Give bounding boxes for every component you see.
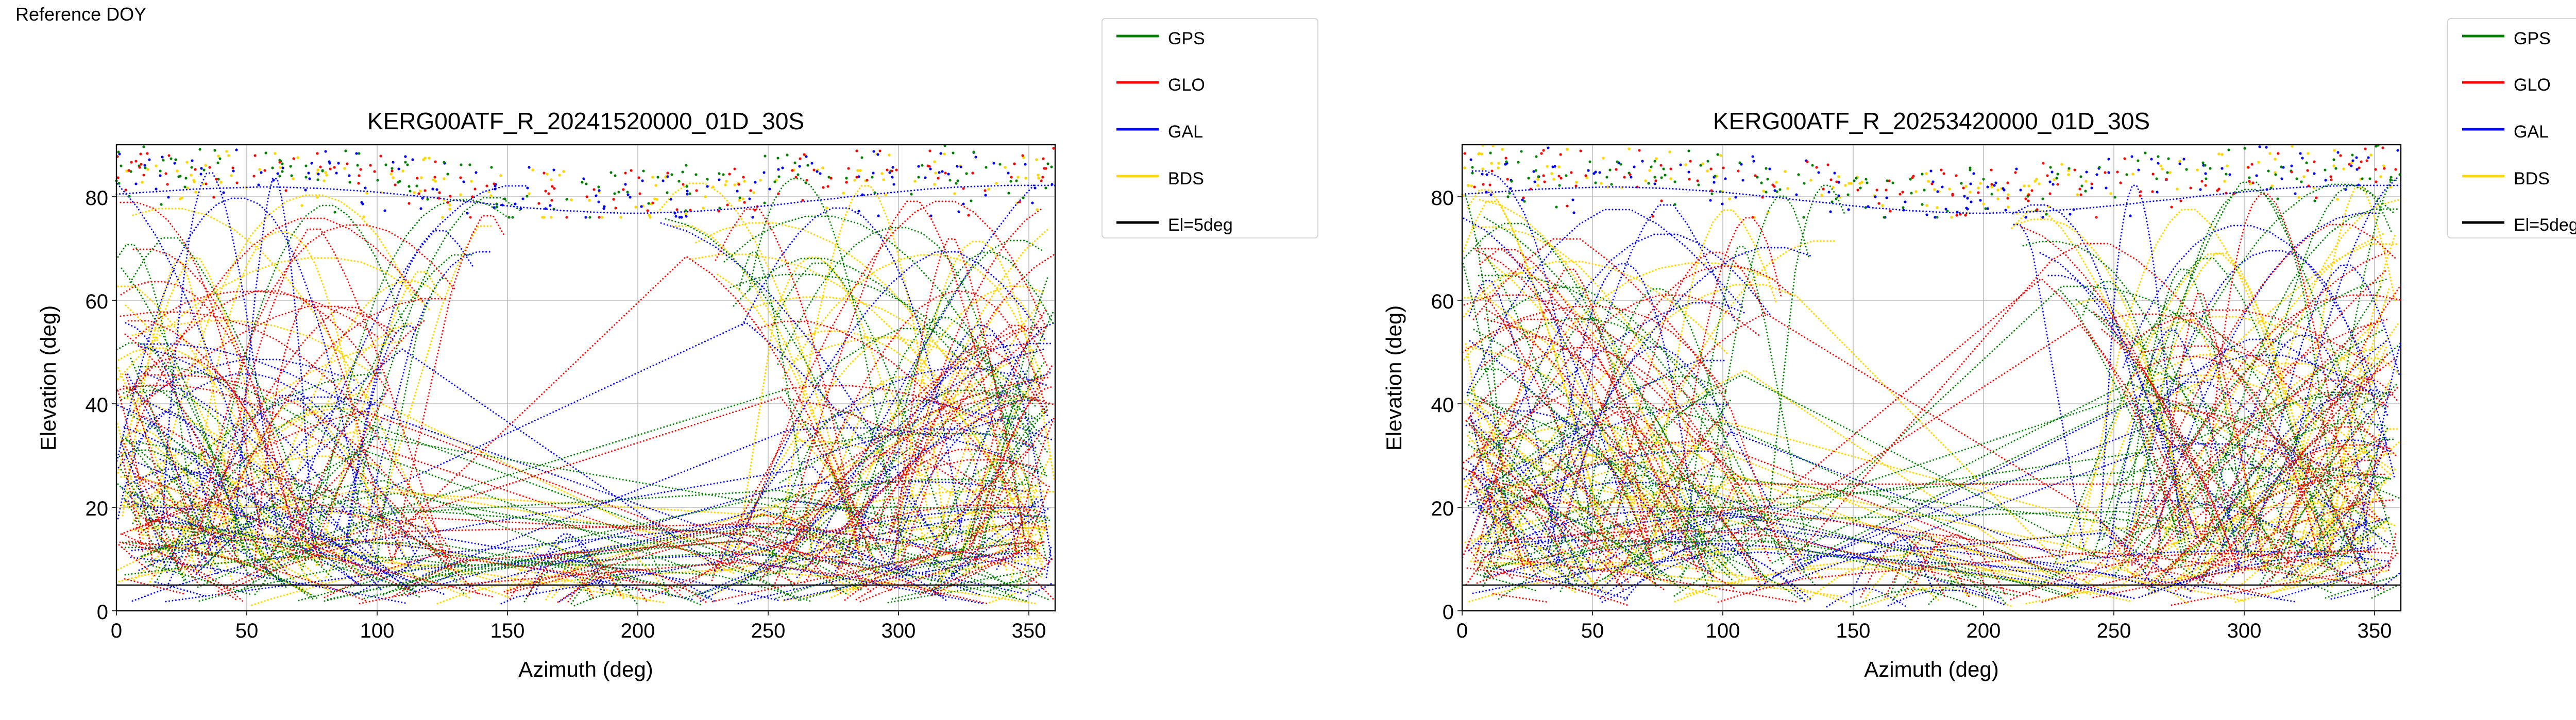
svg-text:20: 20 (86, 498, 109, 520)
svg-text:BDS: BDS (2514, 169, 2550, 188)
svg-text:0: 0 (1456, 620, 1468, 642)
svg-text:El=5deg: El=5deg (2514, 215, 2576, 235)
svg-text:200: 200 (1967, 620, 2001, 642)
svg-text:El=5deg: El=5deg (1168, 215, 1233, 235)
svg-text:300: 300 (2227, 620, 2262, 642)
svg-text:Azimuth (deg): Azimuth (deg) (1864, 657, 1998, 681)
svg-text:BDS: BDS (1168, 169, 1204, 188)
svg-text:0: 0 (111, 620, 122, 642)
svg-text:40: 40 (1431, 394, 1454, 417)
svg-text:KERG00ATF_R_20241520000_01D_30: KERG00ATF_R_20241520000_01D_30S (367, 108, 804, 134)
svg-text:20: 20 (1431, 498, 1454, 520)
svg-text:200: 200 (621, 620, 655, 642)
svg-text:50: 50 (1581, 620, 1604, 642)
svg-text:Elevation (deg): Elevation (deg) (36, 305, 60, 451)
svg-text:60: 60 (1431, 290, 1454, 313)
svg-text:100: 100 (1706, 620, 1740, 642)
svg-text:0: 0 (97, 601, 108, 624)
svg-text:150: 150 (490, 620, 525, 642)
svg-text:350: 350 (2358, 620, 2392, 642)
svg-text:100: 100 (360, 620, 395, 642)
svg-text:250: 250 (2097, 620, 2131, 642)
svg-text:GLO: GLO (2514, 75, 2551, 95)
svg-text:40: 40 (86, 394, 109, 417)
svg-text:GPS: GPS (1168, 29, 1205, 48)
svg-text:KERG00ATF_R_20253420000_01D_30: KERG00ATF_R_20253420000_01D_30S (1713, 108, 2150, 134)
svg-text:GPS: GPS (2514, 29, 2551, 48)
svg-text:250: 250 (751, 620, 786, 642)
svg-text:GAL: GAL (1168, 122, 1203, 142)
svg-text:0: 0 (1443, 601, 1454, 624)
svg-text:80: 80 (1431, 187, 1454, 210)
svg-text:60: 60 (86, 290, 109, 313)
svg-text:Reference DOY: Reference DOY (15, 4, 146, 25)
svg-text:GAL: GAL (2514, 122, 2549, 142)
svg-text:300: 300 (882, 620, 916, 642)
svg-text:50: 50 (235, 620, 259, 642)
svg-text:150: 150 (1836, 620, 1871, 642)
svg-text:Azimuth (deg): Azimuth (deg) (518, 657, 653, 681)
svg-text:80: 80 (86, 187, 109, 210)
svg-text:350: 350 (1012, 620, 1046, 642)
svg-text:Elevation (deg): Elevation (deg) (1382, 305, 1406, 451)
svg-text:GLO: GLO (1168, 75, 1205, 95)
